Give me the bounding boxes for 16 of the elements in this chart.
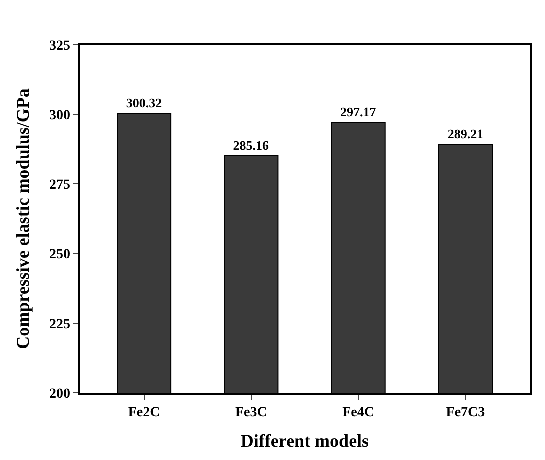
y-tick-label: 300 [49,108,70,124]
data-label: 289.21 [448,126,484,142]
x-axis-title: Different models [240,431,370,452]
data-label: 300.32 [126,96,162,111]
y-tick-label: 225 [49,317,70,332]
x-tick-label: Fe4C [342,406,375,421]
x-tick-label: Fe3C [235,406,268,421]
x-tick-label: Fe2C [128,406,160,421]
data-label: 297.17 [340,104,377,120]
x-tick-label: Fe7C3 [446,406,486,421]
y-axis-title: Compressive elastic modulus/GPa [13,88,34,350]
y-tick-label: 275 [49,178,70,194]
y-tick-label: 200 [49,386,70,402]
y-tick-label: 325 [49,38,70,54]
data-label: 285.16 [233,138,270,153]
y-tick-label: 250 [49,248,70,263]
